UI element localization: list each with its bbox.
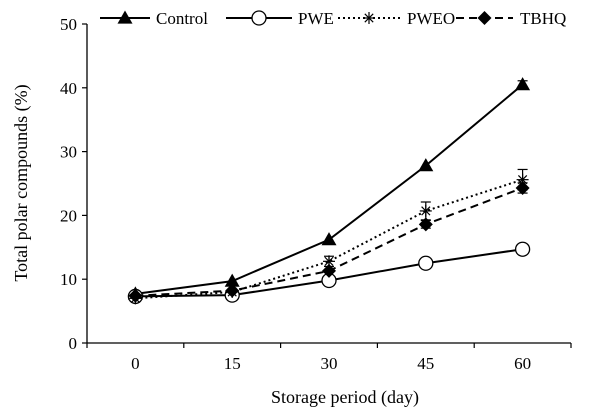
point-tbhq-1 <box>225 283 240 298</box>
x-tick-label-4: 60 <box>514 354 531 373</box>
x-tick-label-3: 45 <box>417 354 434 373</box>
y-tick-label-5: 50 <box>60 15 77 34</box>
series-group <box>127 77 531 305</box>
legend-marker-pweo <box>363 12 375 24</box>
point-tbhq-0 <box>128 288 143 303</box>
series-tbhq <box>128 180 530 303</box>
y-tick-label-1: 10 <box>60 270 77 289</box>
axes: 0 10 20 30 40 50 0 15 30 45 60 <box>60 15 572 373</box>
point-pwe-4 <box>514 241 531 257</box>
point-control-1 <box>224 273 240 287</box>
y-axis-title: Total polar compounds (%) <box>11 84 32 281</box>
legend-label-pwe: PWE <box>298 9 334 28</box>
point-control-3 <box>418 158 434 172</box>
legend-item-tbhq: TBHQ <box>456 9 566 28</box>
legend-item-pwe: PWE <box>226 9 334 28</box>
point-tbhq-3 <box>418 217 433 232</box>
point-tbhq-4 <box>515 180 530 195</box>
y-tick-label-2: 20 <box>60 206 77 225</box>
point-control-2 <box>321 232 337 246</box>
point-pwe-3 <box>418 255 434 271</box>
legend: Control PWE PWEO TBHQ <box>100 9 566 28</box>
series-line-pweo <box>135 178 523 300</box>
legend-marker-pwe <box>251 10 267 26</box>
legend-label-tbhq: TBHQ <box>520 9 566 28</box>
legend-label-control: Control <box>156 9 208 28</box>
legend-item-pweo: PWEO <box>338 9 455 28</box>
point-pweo-3 <box>419 204 432 217</box>
x-tick-label-2: 30 <box>321 354 338 373</box>
legend-marker-control <box>117 10 133 24</box>
x-tick-label-0: 0 <box>131 354 140 373</box>
x-axis-title: Storage period (day) <box>271 387 419 408</box>
x-tick-label-1: 15 <box>224 354 241 373</box>
point-control-4 <box>515 77 531 91</box>
y-tick-label-4: 40 <box>60 79 77 98</box>
point-tbhq-2 <box>322 263 336 278</box>
legend-marker-tbhq <box>477 11 492 25</box>
legend-label-pweo: PWEO <box>407 9 455 28</box>
y-tick-label-3: 30 <box>60 143 77 162</box>
legend-item-control: Control <box>100 9 208 28</box>
y-tick-label-0: 0 <box>69 334 78 353</box>
